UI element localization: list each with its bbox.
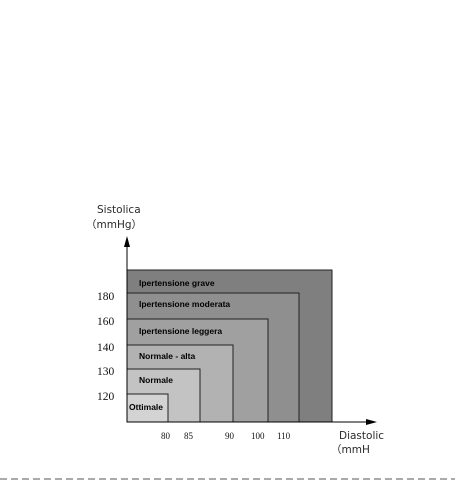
x-tick-label: 90 xyxy=(225,431,235,441)
x-tick-label: 110 xyxy=(277,431,291,441)
y-tick-label: 160 xyxy=(97,316,115,328)
y-tick-label: 120 xyxy=(97,391,115,403)
x-tick-label: 80 xyxy=(161,431,171,441)
y-axis-unit: （mmHg） xyxy=(86,219,142,231)
x-tick-label: 100 xyxy=(251,431,265,441)
zone-label-ipertensione-leggera: Ipertensione leggera xyxy=(139,326,222,336)
zone-label-ottimale: Ottimale xyxy=(129,402,163,412)
zone-label-ipertensione-grave: Ipertensione grave xyxy=(139,278,215,288)
y-axis-title: Sistolica xyxy=(97,204,141,216)
x-axis-arrowhead xyxy=(366,419,377,425)
y-tick-label: 140 xyxy=(97,342,115,354)
y-tick-label: 130 xyxy=(97,366,115,378)
x-axis-title: Diastolic xyxy=(339,430,384,442)
zone-label-normale: Normale xyxy=(139,375,173,385)
zone-label-normale-alta: Normale - alta xyxy=(139,351,195,361)
y-axis-arrowhead xyxy=(124,236,130,247)
x-axis-unit: （mmH xyxy=(331,444,370,456)
x-tick-label: 85 xyxy=(184,431,194,441)
zone-label-ipertensione-moderata: Ipertensione moderata xyxy=(139,299,230,309)
y-tick-label: 180 xyxy=(97,291,115,303)
